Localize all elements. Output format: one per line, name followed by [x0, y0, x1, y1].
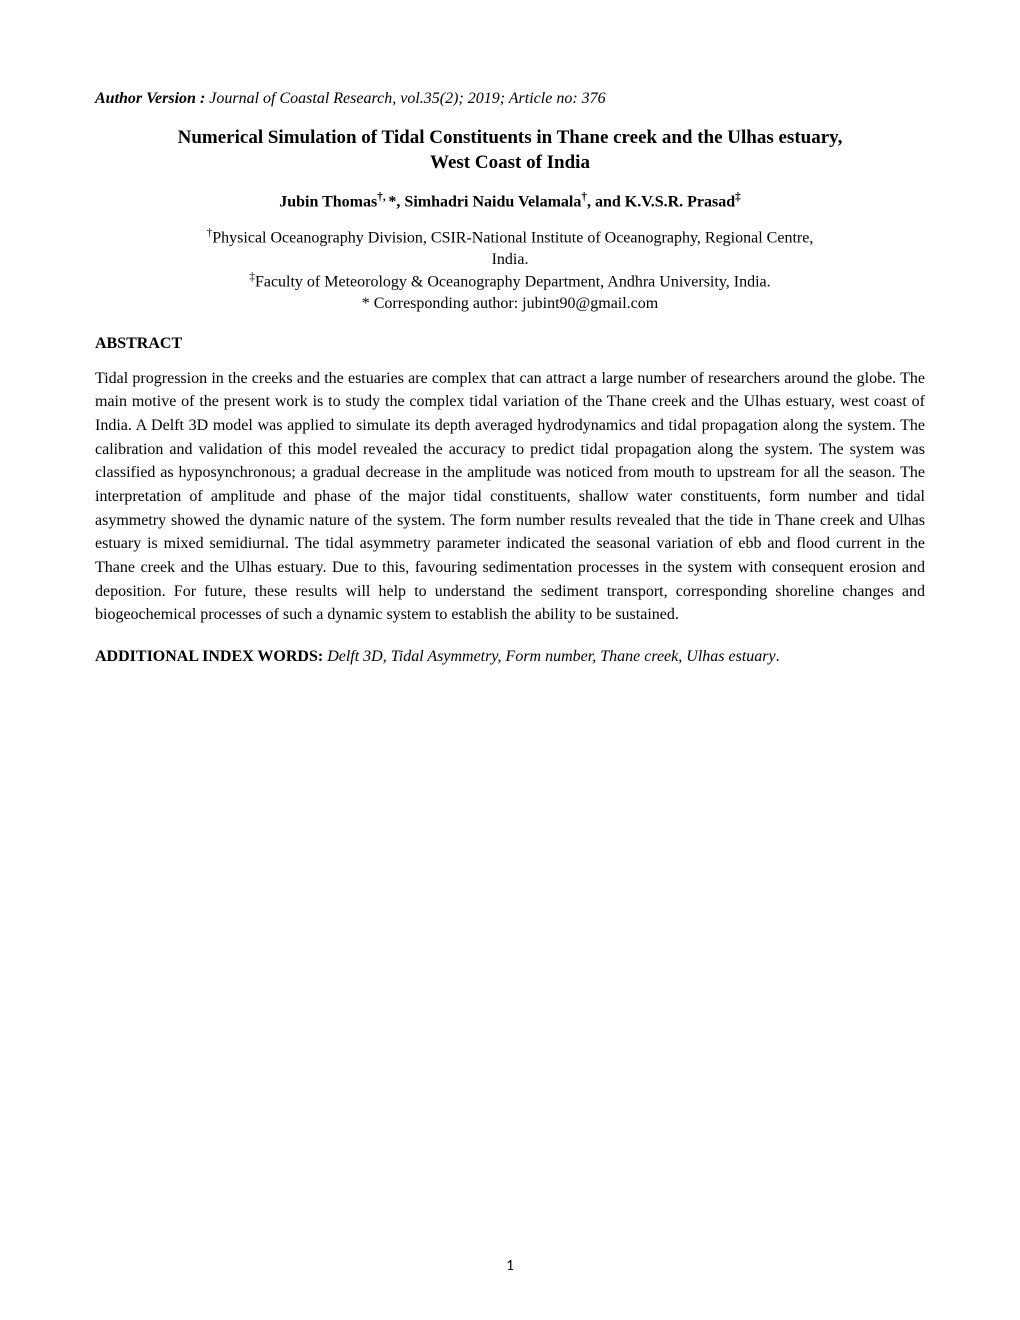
author-3-sup: ‡ — [735, 191, 741, 203]
author-1-asterisk: *, — [388, 194, 404, 211]
author-2-name: Simhadri Naidu Velamala — [404, 194, 581, 211]
author-version-line: Author Version : Journal of Coastal Rese… — [95, 90, 925, 108]
title-line-2: West Coast of India — [430, 152, 590, 173]
keywords-trailing-period: . — [776, 648, 780, 665]
author-list: Jubin Thomas†, *, Simhadri Naidu Velamal… — [95, 191, 925, 211]
abstract-heading: ABSTRACT — [95, 335, 925, 353]
affiliation-block: †Physical Oceanography Division, CSIR-Na… — [95, 226, 925, 315]
keywords-label: ADDITIONAL INDEX WORDS: — [95, 648, 323, 665]
author-version-label: Author Version : — [95, 90, 205, 107]
affiliation-1-text: Physical Oceanography Division, CSIR-Nat… — [212, 229, 813, 246]
author-1-sup: †, — [377, 191, 388, 203]
affiliation-2-text: Faculty of Meteorology & Oceanography De… — [255, 274, 771, 291]
abstract-body: Tidal progression in the creeks and the … — [95, 367, 925, 627]
keywords-text: Delft 3D, Tidal Asymmetry, Form number, … — [323, 648, 775, 665]
affiliation-1-country: India. — [492, 251, 529, 268]
author-version-journal: Journal of Coastal Research, vol.35(2); … — [205, 90, 605, 107]
author-3-name: K.V.S.R. Prasad — [625, 194, 735, 211]
paper-title: Numerical Simulation of Tidal Constituen… — [95, 126, 925, 175]
page-number: 1 — [0, 1257, 1020, 1275]
keywords-line: ADDITIONAL INDEX WORDS: Delft 3D, Tidal … — [95, 645, 925, 668]
author-2-comma: , and — [587, 194, 625, 211]
title-line-1: Numerical Simulation of Tidal Constituen… — [178, 127, 843, 148]
author-1-name: Jubin Thomas — [279, 194, 377, 211]
corresponding-author: * Corresponding author: jubint90@gmail.c… — [362, 295, 658, 312]
